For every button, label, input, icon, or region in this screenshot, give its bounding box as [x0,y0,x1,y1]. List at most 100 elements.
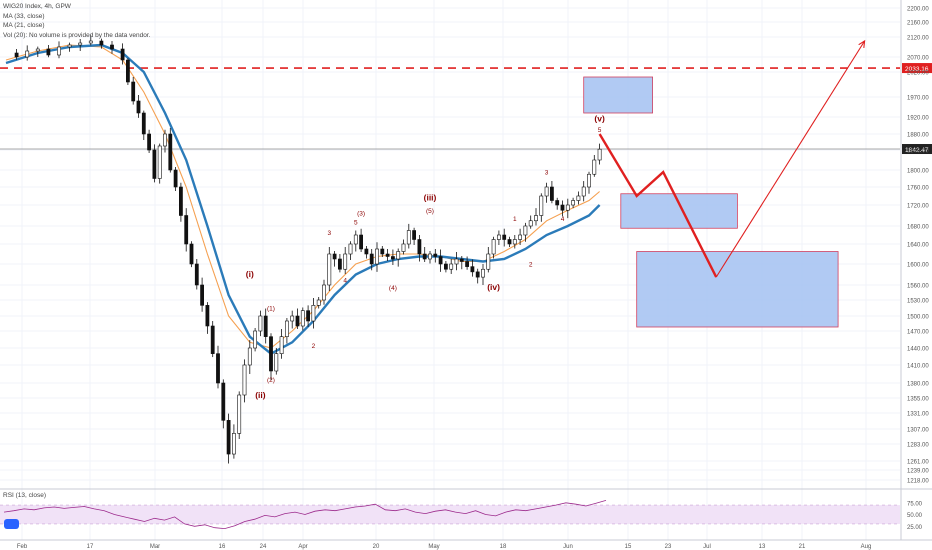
candle-body [475,271,480,278]
y-tick-label: 2200.00 [907,7,929,13]
candle-body [581,186,586,197]
wave-label: 4 [561,216,565,223]
projection-target-line [715,40,866,278]
wave-label: (v) [594,113,605,123]
candle-body [35,48,40,52]
candle-body [443,263,448,270]
wave-label: 3 [545,169,549,176]
candle-body [597,148,602,161]
candle-body [454,258,459,265]
candle-body [110,44,114,50]
wave-label: 4 [343,277,347,284]
target-box [583,76,654,114]
candle-body [247,347,252,366]
candle-body [470,266,475,273]
y-tick-label: 1470.00 [907,330,929,336]
candle-body [189,243,194,265]
wave-label: (iii) [424,193,437,203]
candle-body [46,48,51,56]
rsi-tick-label: 75.00 [907,501,923,507]
candle-body [311,305,316,322]
y-tick-label: 1640.00 [907,243,929,249]
x-tick-label: Aug [861,544,872,550]
wave-label: (1) [267,306,275,313]
ma33-legend[interactable]: MA (33, close) [3,12,45,20]
wave-label: 1 [513,216,517,223]
rsi-tick-label: 50.00 [907,513,923,519]
candle-body [232,433,236,455]
candle-body [560,204,565,211]
symbol-title[interactable]: WIG20 Index, 4h, GPW [3,3,71,10]
candle-body [200,284,205,306]
wave-label: 3 [327,230,331,237]
candle-body [433,253,438,257]
candle-body [168,133,173,171]
y-tick-label: 1307.00 [907,428,929,434]
ma21-legend[interactable]: MA (21, close) [3,22,45,29]
wave-label: (2) [267,377,275,384]
candle-body [396,251,401,260]
candle-body [152,149,157,179]
wave-labels: (i)(1)(2)(ii)234(3)5(4)(iii)(5)1(iv)2345… [246,113,605,400]
candle-body [481,268,485,278]
y-tick-label: 1410.00 [907,364,929,370]
wave-label: (5) [426,208,434,215]
y-tick-label: 1261.00 [907,460,929,466]
projection-arrow-head [858,39,866,49]
candles [14,35,602,464]
x-tick-label: 18 [500,544,507,550]
ma33-line [5,43,601,356]
volume-legend[interactable]: Vol (20): No volume is provided by the d… [3,31,151,39]
tradingview-logo-icon[interactable] [4,519,19,529]
x-tick-label: Jul [703,544,711,550]
x-tick-label: 23 [665,544,672,550]
candle-body [210,325,215,354]
candle-body [163,133,167,147]
candle-body [136,100,141,114]
candle-body [194,263,199,286]
candle-body [364,248,369,255]
candle-body [126,59,130,83]
candle-body [571,200,576,206]
candle-body [587,173,591,188]
candle-body [99,40,104,46]
candle-body [131,81,136,102]
wave-label: (3) [357,211,365,218]
y-tick-label: 1530.00 [907,299,929,305]
candle-body [459,258,464,262]
candle-body [274,353,279,372]
y-tick-label: 1970.00 [907,96,929,102]
wave-label: 5 [598,127,602,134]
candle-body [486,253,491,270]
candle-body [465,261,470,267]
candle-body [375,248,379,265]
rsi-legend[interactable]: RSI (13, close) [3,492,46,499]
y-tick-label: 1800.00 [907,169,929,175]
y-tick-label: 1920.00 [907,116,929,122]
candle-body [412,230,417,240]
price-axis[interactable]: 2200.00 2160.00 2120.00 2070.00 2020.00 1970.… [907,7,929,485]
candle-body [322,284,326,301]
y-tick-label: 1600.00 [907,263,929,269]
candle-body [390,256,395,260]
candle-body [528,220,533,227]
time-axis[interactable]: Feb 17 Mar 16 24 Apr 20 May 18 Jun 15 23 Jul 13 21 Aug [17,544,872,550]
candle-body [216,353,220,384]
candle-body [369,253,374,265]
candle-body [507,239,512,245]
last-price-label: 1842.47 [905,147,929,154]
candle-body [332,253,337,260]
wave-label: (iv) [487,282,500,292]
candle-body [401,243,406,252]
candle-body [406,230,411,245]
y-tick-label: 1500.00 [907,315,929,321]
candle-body [327,253,332,286]
candle-body [25,50,30,58]
y-tick-label: 1720.00 [907,204,929,210]
target-box [620,193,738,229]
last-price-tag [902,144,932,155]
candle-body [539,195,544,216]
candle-body [242,364,247,396]
last-price-line: 1842.47 [0,144,932,155]
